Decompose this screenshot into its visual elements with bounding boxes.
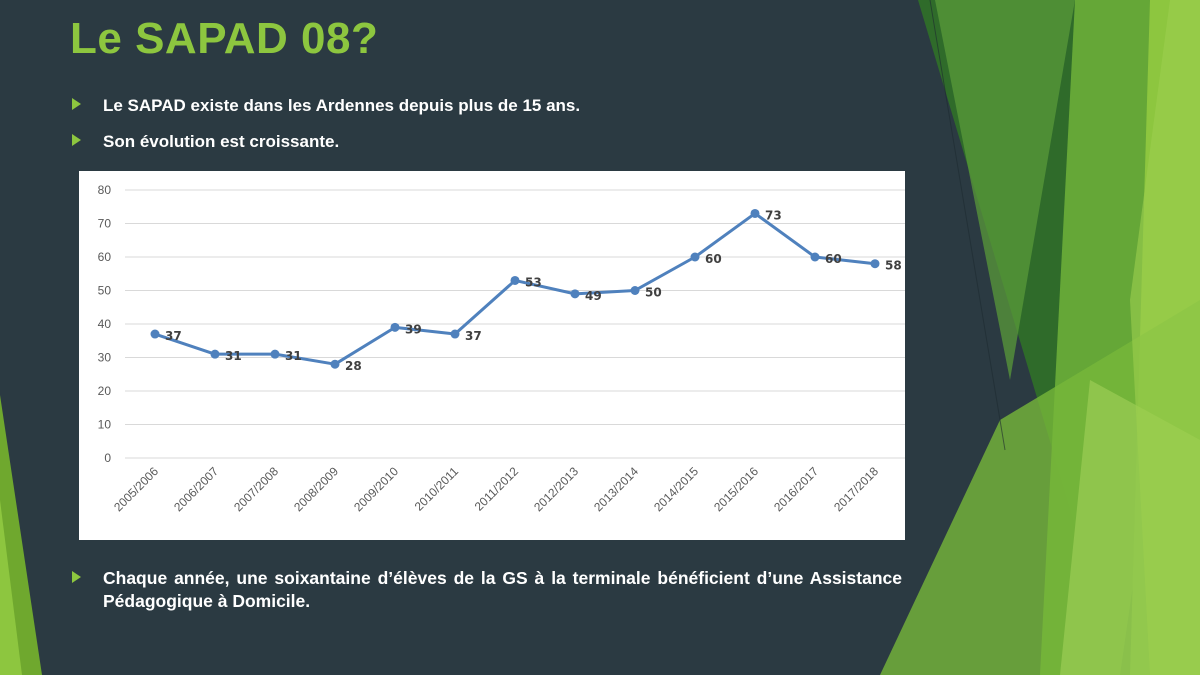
data-label: 31 — [285, 349, 302, 363]
left-green-shard-light — [0, 500, 22, 675]
data-point — [210, 349, 220, 359]
bullet-2-text: Son évolution est croissante. — [103, 132, 340, 151]
right-divider-line — [929, 0, 1006, 451]
data-point — [330, 359, 340, 369]
y-tick-label: 30 — [98, 351, 112, 365]
data-label: 37 — [465, 329, 482, 343]
data-point — [750, 208, 760, 218]
x-tick-label: 2006/2007 — [171, 464, 221, 514]
x-tick-label: 2013/2014 — [591, 464, 641, 514]
data-label: 39 — [405, 322, 422, 336]
x-tick-label: 2011/2012 — [472, 464, 522, 514]
y-tick-label: 80 — [98, 183, 112, 197]
data-label: 58 — [885, 259, 902, 273]
data-label: 60 — [825, 252, 842, 266]
data-point — [810, 252, 820, 262]
x-tick-label: 2005/2006 — [111, 464, 161, 514]
data-label: 49 — [585, 289, 602, 303]
data-point — [510, 275, 520, 285]
y-tick-label: 10 — [98, 418, 112, 432]
data-point — [570, 289, 580, 299]
bullet-2: Son évolution est croissante. — [72, 130, 339, 153]
x-tick-label: 2017/2018 — [831, 464, 881, 514]
y-tick-label: 50 — [98, 284, 112, 298]
y-tick-label: 20 — [98, 384, 112, 398]
y-tick-label: 70 — [98, 217, 112, 231]
right-green-shard-1 — [935, 0, 1075, 380]
bullet-1: Le SAPAD existe dans les Ardennes depuis… — [72, 94, 580, 117]
line-chart: 0 10 20 30 40 50 60 70 80 2005/2006 2006/2007 2007/… — [79, 171, 905, 540]
data-point — [270, 349, 280, 359]
x-tick-label: 2008/2009 — [291, 464, 341, 514]
data-point — [870, 259, 880, 269]
data-point — [450, 329, 460, 339]
slide-title: Le SAPAD 08? — [70, 14, 379, 63]
bullet-1-text: Le SAPAD existe dans les Ardennes depuis… — [103, 96, 581, 115]
bullet-3-text: Chaque année, une soixantaine d’élèves d… — [103, 568, 902, 611]
x-tick-label: 2016/2017 — [771, 464, 821, 514]
data-label: 53 — [525, 275, 542, 289]
y-tick-label: 0 — [104, 451, 111, 465]
x-tick-label: 2015/2016 — [711, 464, 761, 514]
bullet-arrow-icon — [72, 134, 81, 146]
y-tick-label: 60 — [98, 250, 112, 264]
data-point — [630, 286, 640, 295]
chart-canvas: 0 10 20 30 40 50 60 70 80 2005/2006 2006/2007 2007/… — [98, 183, 905, 514]
x-tick-label: 2012/2013 — [531, 464, 581, 514]
series-line — [154, 211, 876, 366]
data-label: 31 — [225, 349, 242, 363]
y-tick-label: 40 — [98, 317, 112, 331]
x-tick-label: 2010/2011 — [412, 464, 462, 514]
data-label: 37 — [165, 329, 182, 343]
bullet-arrow-icon — [72, 98, 81, 110]
x-tick-label: 2014/2015 — [651, 464, 701, 514]
data-point — [390, 322, 400, 332]
data-label: 60 — [705, 252, 722, 266]
x-tick-label: 2007/2008 — [231, 464, 281, 514]
bullet-arrow-icon — [72, 571, 81, 583]
data-point — [690, 252, 700, 262]
bullet-3: Chaque année, une soixantaine d’élèves d… — [72, 567, 902, 613]
right-green-shard-6 — [1130, 0, 1200, 675]
data-point — [150, 329, 160, 339]
data-label: 50 — [645, 286, 662, 300]
data-label: 73 — [765, 208, 782, 222]
x-tick-label: 2009/2010 — [351, 464, 401, 514]
data-label: 28 — [345, 359, 362, 373]
